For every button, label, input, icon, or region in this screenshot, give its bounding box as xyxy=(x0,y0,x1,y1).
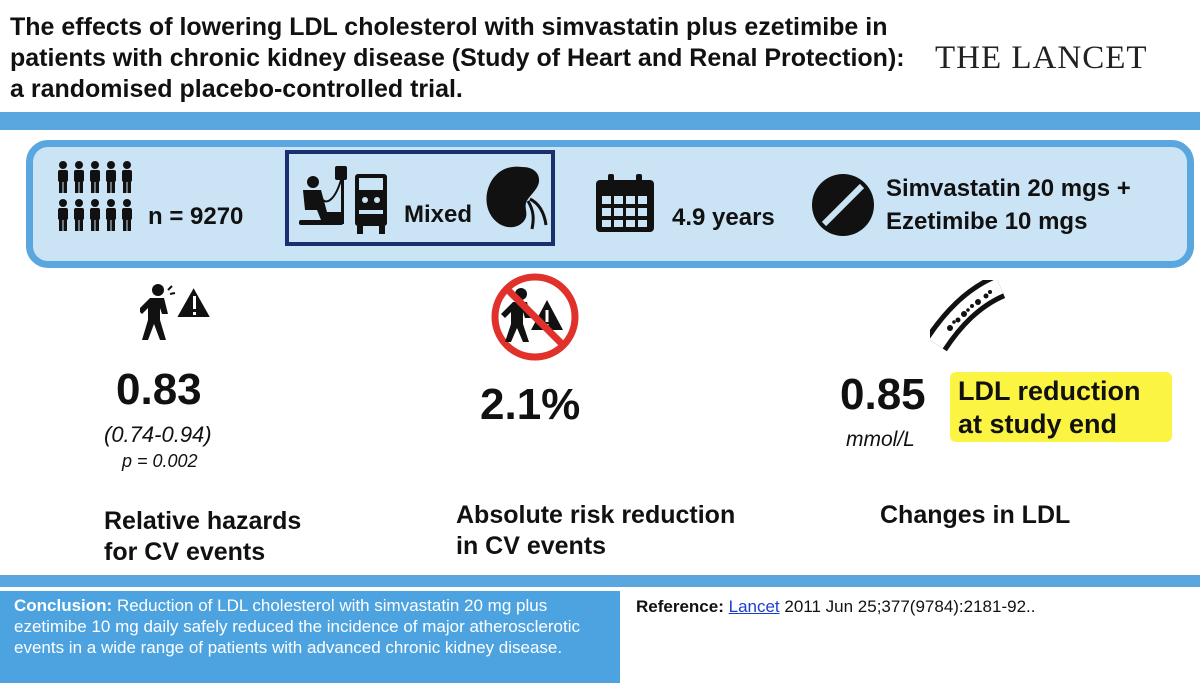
hazard-caption-line-2: for CV events xyxy=(104,538,266,566)
population-label: Mixed xyxy=(404,201,473,228)
study-summary-panel xyxy=(26,140,1194,268)
calendar-icon xyxy=(596,174,654,232)
hazard-ratio-ci: (0.74-0.94) xyxy=(104,422,212,447)
bottom-divider-band xyxy=(0,575,1200,587)
journal-logo: THE LANCET xyxy=(935,40,1148,76)
no-chest-pain-icon xyxy=(491,273,579,361)
hazard-caption: Relative hazards for CV events xyxy=(104,506,301,568)
study-duration: 4.9 years xyxy=(672,204,775,231)
kidney-icon xyxy=(486,166,548,230)
conclusion-text: Reduction of LDL cholesterol with simvas… xyxy=(14,596,581,657)
ldl-highlight-line-1: LDL reduction xyxy=(958,376,1141,406)
hazard-ratio-p: p = 0.002 xyxy=(122,451,198,471)
pill-icon xyxy=(812,174,874,236)
arr-value: 2.1% xyxy=(480,380,581,429)
conclusion-box: Conclusion: Reduction of LDL cholesterol… xyxy=(0,591,620,683)
chest-pain-warning-icon xyxy=(140,284,210,340)
arr-caption-line-2: in CV events xyxy=(456,532,607,560)
participants-count: n = 9270 xyxy=(148,203,244,230)
arr-caption: Absolute risk reduction in CV events xyxy=(456,500,735,562)
reference-link[interactable]: Lancet xyxy=(728,597,780,616)
intervention-line-1: Simvastatin 20 mgs + xyxy=(886,175,1131,202)
top-divider-band xyxy=(0,112,1200,130)
ldl-reduction-highlight: LDL reduction at study end xyxy=(950,372,1172,442)
reference-citation: 2011 Jun 25;377(9784):2181-92.. xyxy=(779,597,1036,616)
infographic-title: The effects of lowering LDL cholesterol … xyxy=(10,13,905,103)
intervention-label: Simvastatin 20 mgs + Ezetimibe 10 mgs xyxy=(886,172,1131,238)
hazard-caption-line-1: Relative hazards xyxy=(104,507,302,535)
people-icon xyxy=(58,161,132,231)
artery-plaque-icon xyxy=(930,280,1006,352)
ldl-change-value: 0.85 xyxy=(840,370,926,419)
hazard-ratio-value: 0.83 xyxy=(116,365,202,414)
ldl-highlight-line-2: at study end xyxy=(958,409,1118,439)
ldl-change-unit: mmol/L xyxy=(846,428,915,451)
intervention-line-2: Ezetimibe 10 mgs xyxy=(886,208,1088,235)
reference-label: Reference: xyxy=(636,597,729,616)
conclusion-label: Conclusion: xyxy=(14,596,113,615)
dialysis-patient-icon xyxy=(299,166,387,234)
arr-caption-line-1: Absolute risk reduction xyxy=(456,501,736,529)
reference-line: Reference: Lancet 2011 Jun 25;377(9784):… xyxy=(636,597,1036,617)
ldl-caption: Changes in LDL xyxy=(880,501,1071,529)
